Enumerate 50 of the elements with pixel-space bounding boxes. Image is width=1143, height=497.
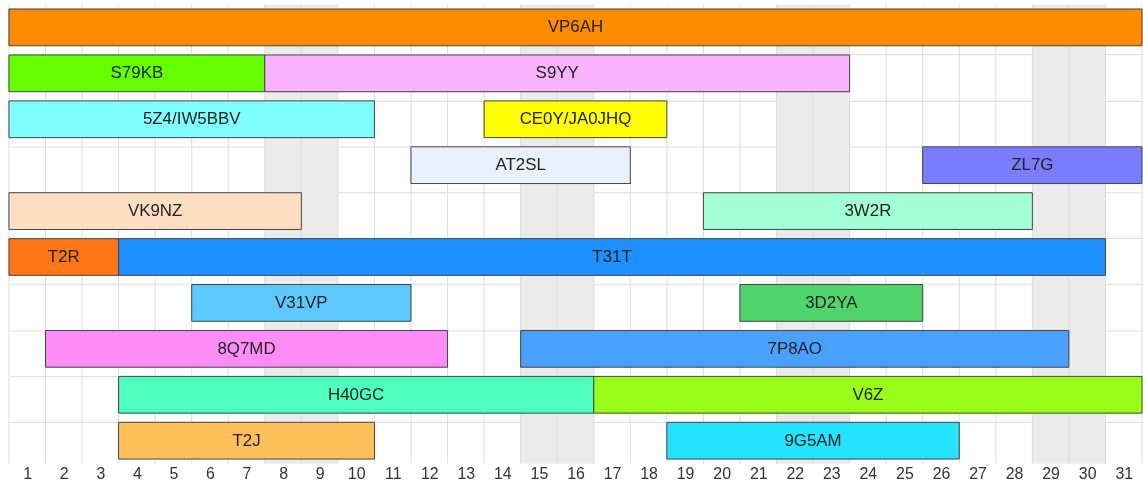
series-label: H40GC <box>328 384 385 404</box>
series-label: ZL7G <box>1011 155 1054 175</box>
x-tick-label: 27 <box>969 465 988 483</box>
x-tick-label: 26 <box>932 465 951 483</box>
x-tick-label: 23 <box>822 465 841 483</box>
x-tick-label: 9 <box>315 465 325 483</box>
series-label: 3D2YA <box>805 292 859 312</box>
x-tick-label: 14 <box>494 465 512 483</box>
x-tick-label: 21 <box>749 465 768 483</box>
x-tick-label: 17 <box>603 465 622 483</box>
series-label: AT2SL <box>495 155 546 175</box>
x-tick-label: 28 <box>1005 465 1024 483</box>
x-tick-label: 6 <box>206 465 216 483</box>
x-tick-label: 20 <box>713 465 732 483</box>
x-tick-label: 31 <box>1115 465 1134 483</box>
x-tick-label: 8 <box>279 465 289 483</box>
x-tick-label: 5 <box>169 465 179 483</box>
x-tick-label: 24 <box>859 465 878 483</box>
series-label: 7P8AO <box>767 338 822 358</box>
x-tick-label: 7 <box>242 465 252 483</box>
series-label: V6Z <box>852 384 884 404</box>
x-tick-label: 22 <box>786 465 805 483</box>
x-tick-label: 30 <box>1078 465 1097 483</box>
x-tick-label: 15 <box>530 465 549 483</box>
x-tick-label: 12 <box>420 465 439 483</box>
series-label: V31VP <box>275 292 328 312</box>
series-label: T31T <box>592 246 632 266</box>
x-tick-label: 1 <box>23 465 33 483</box>
series-label: T2J <box>232 430 261 450</box>
x-tick-label: 16 <box>567 465 585 483</box>
x-tick-label: 4 <box>132 465 142 483</box>
x-tick-label: 13 <box>457 465 476 483</box>
series-label: VP6AH <box>547 17 604 37</box>
series-label: S79KB <box>110 63 164 83</box>
x-tick-label: 29 <box>1042 465 1061 483</box>
series-label: VK9NZ <box>127 201 183 221</box>
series-label: 8Q7MD <box>217 338 276 358</box>
series-label: 5Z4/IW5BBV <box>142 109 242 129</box>
x-tick-label: 2 <box>59 465 69 483</box>
x-tick-label: 10 <box>347 465 366 483</box>
x-tick-label: 18 <box>640 465 659 483</box>
series-label: 9G5AM <box>784 430 842 450</box>
series-label: 3W2R <box>844 201 892 221</box>
series-label: CE0Y/JA0JHQ <box>519 109 632 129</box>
x-tick-label: 19 <box>676 465 695 483</box>
x-tick-label: 3 <box>96 465 106 483</box>
series-label: S9YY <box>535 63 579 83</box>
x-tick-label: 25 <box>896 465 914 483</box>
series-label: T2R <box>47 246 80 266</box>
x-tick-label: 11 <box>384 465 402 483</box>
